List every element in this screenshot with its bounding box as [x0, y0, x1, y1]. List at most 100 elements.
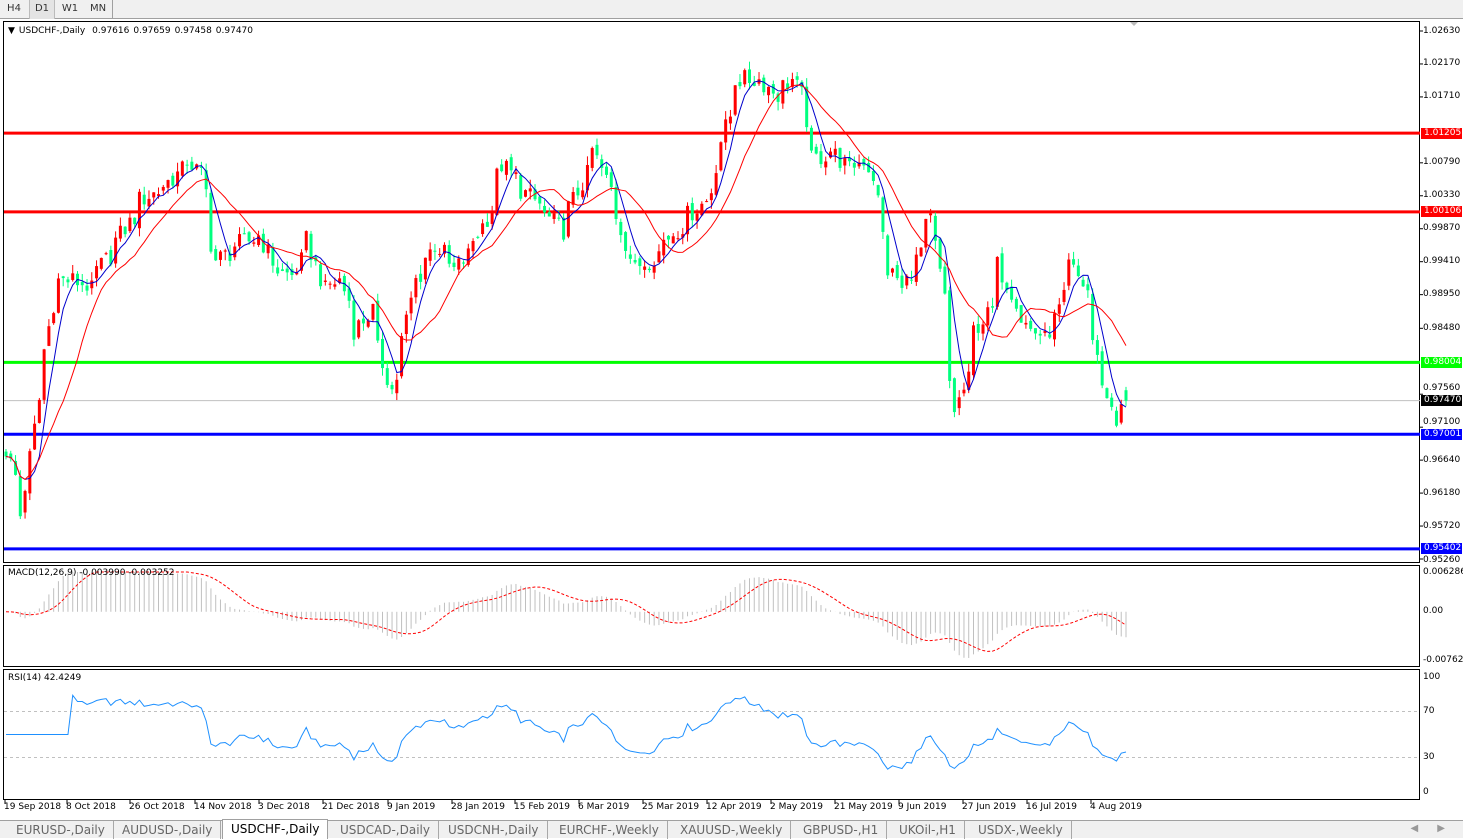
candle-body	[371, 303, 375, 320]
tab-usdcnh[interactable]: USDCNH-,Daily	[440, 821, 548, 839]
candle-body	[609, 172, 613, 187]
tab-usdchf[interactable]: USDCHF-,Daily	[222, 819, 329, 839]
candle-body	[171, 175, 175, 186]
date-tick-label: 9 Jun 2019	[898, 802, 947, 812]
candle-body	[991, 306, 995, 308]
candle-body	[1081, 279, 1085, 287]
candle-body	[743, 70, 747, 85]
candle-body	[47, 326, 51, 346]
candle-body	[252, 242, 256, 244]
rsi-label: RSI(14)	[8, 673, 42, 683]
timeframe-w1[interactable]: W1	[61, 3, 79, 14]
candle-body	[347, 288, 351, 301]
candle-body	[471, 241, 475, 252]
timeframe-mn[interactable]: MN	[89, 3, 107, 14]
price-tick-label: 1.02630	[1423, 26, 1461, 36]
candle-body	[190, 161, 194, 170]
candle-body	[833, 148, 837, 155]
candle-body	[85, 285, 89, 291]
date-tick-label: 15 Feb 2019	[514, 802, 571, 812]
date-tick-label: 19 Sep 2018	[4, 802, 62, 812]
candle-body	[695, 213, 699, 221]
rsi-tick-label: 30	[1423, 752, 1435, 762]
candle-body	[614, 187, 618, 220]
candle-body	[238, 234, 242, 247]
date-tick-label: 2 May 2019	[770, 802, 823, 812]
chart-tabs: EURUSD-,Daily AUDUSD-,Daily USDCHF-,Dail…	[0, 819, 1463, 839]
candle-body	[705, 201, 709, 203]
candle-body	[552, 213, 556, 219]
tab-usdx[interactable]: USDX-,Weekly	[970, 821, 1072, 839]
tab-eurusd[interactable]: EURUSD-,Daily	[8, 821, 114, 839]
candle-body	[1124, 390, 1128, 401]
candle-body	[37, 399, 41, 423]
chart-canvas[interactable]	[0, 19, 1463, 819]
price-tick-label: 0.97560	[1423, 383, 1461, 393]
tab-eurchf[interactable]: EURCHF-,Weekly	[551, 821, 668, 839]
candle-body	[547, 212, 551, 217]
candle-body	[14, 460, 18, 475]
timeframe-toolbar: H4 D1 W1 MN	[0, 0, 1463, 19]
tab-usdcad[interactable]: USDCAD-,Daily	[332, 821, 439, 839]
candle-body	[600, 159, 604, 168]
price-tick-label: 0.95720	[1423, 521, 1461, 531]
timeframe-d1[interactable]: D1	[29, 0, 55, 19]
candle-body	[643, 266, 647, 270]
candle-body	[852, 162, 856, 168]
collapse-triangle-icon[interactable]: ▼	[8, 26, 15, 36]
candle-body	[452, 262, 456, 268]
candle-body	[414, 278, 418, 298]
price-tick-label: 0.95260	[1423, 555, 1461, 565]
level-price-tag: 1.00106	[1421, 206, 1462, 217]
tab-scroll-arrows[interactable]: ◀ ▶	[1410, 823, 1453, 834]
candle-body	[118, 225, 122, 239]
candle-body	[323, 280, 327, 282]
candle-body	[590, 148, 594, 168]
tab-gbpusd[interactable]: GBPUSD-,H1	[795, 821, 888, 839]
candle-body	[218, 251, 222, 260]
price-tick-label: 1.01710	[1423, 91, 1461, 101]
candle-body	[247, 232, 251, 242]
rsi-tick-label: 100	[1423, 672, 1441, 682]
candle-body	[257, 235, 261, 246]
candle-body	[28, 451, 32, 494]
candle-body	[104, 253, 108, 255]
candle-body	[338, 278, 342, 283]
candle-body	[747, 69, 751, 83]
candle-body	[80, 281, 84, 286]
candle-body	[914, 254, 918, 282]
candle-body	[943, 266, 947, 294]
candle-body	[1038, 333, 1042, 336]
candle-body	[1119, 404, 1123, 423]
candle-body	[1053, 313, 1057, 340]
candle-body	[266, 244, 270, 254]
timeframe-h4[interactable]: H4	[7, 3, 21, 14]
candle-body	[395, 379, 399, 394]
rsi-line	[6, 694, 1127, 770]
candle-body	[299, 252, 303, 271]
price-tick-label: 0.96640	[1423, 455, 1461, 465]
candle-body	[357, 320, 361, 338]
candle-body	[204, 170, 208, 190]
candle-body	[776, 93, 780, 102]
tab-ukoil[interactable]: UKOil-,H1	[891, 821, 965, 839]
candle-body	[33, 423, 37, 450]
date-tick-label: 25 Mar 2019	[642, 802, 700, 812]
tab-xauusd[interactable]: XAUUSD-,Weekly	[672, 821, 792, 839]
candle-body	[66, 279, 70, 283]
candle-body	[1014, 298, 1018, 309]
candle-body	[442, 244, 446, 254]
candle-body	[700, 203, 704, 216]
candle-body	[485, 221, 489, 227]
candle-body	[9, 453, 13, 459]
candle-body	[733, 85, 737, 115]
candle-body	[624, 232, 628, 251]
candle-body	[819, 151, 823, 165]
candle-body	[56, 278, 60, 313]
candle-body	[514, 172, 518, 175]
toolbar-divider	[112, 0, 113, 19]
tab-audusd[interactable]: AUDUSD-,Daily	[114, 821, 222, 839]
symbol-label: USDCHF-,Daily	[18, 26, 86, 36]
candle-body	[99, 257, 103, 269]
candle-body	[133, 217, 137, 225]
